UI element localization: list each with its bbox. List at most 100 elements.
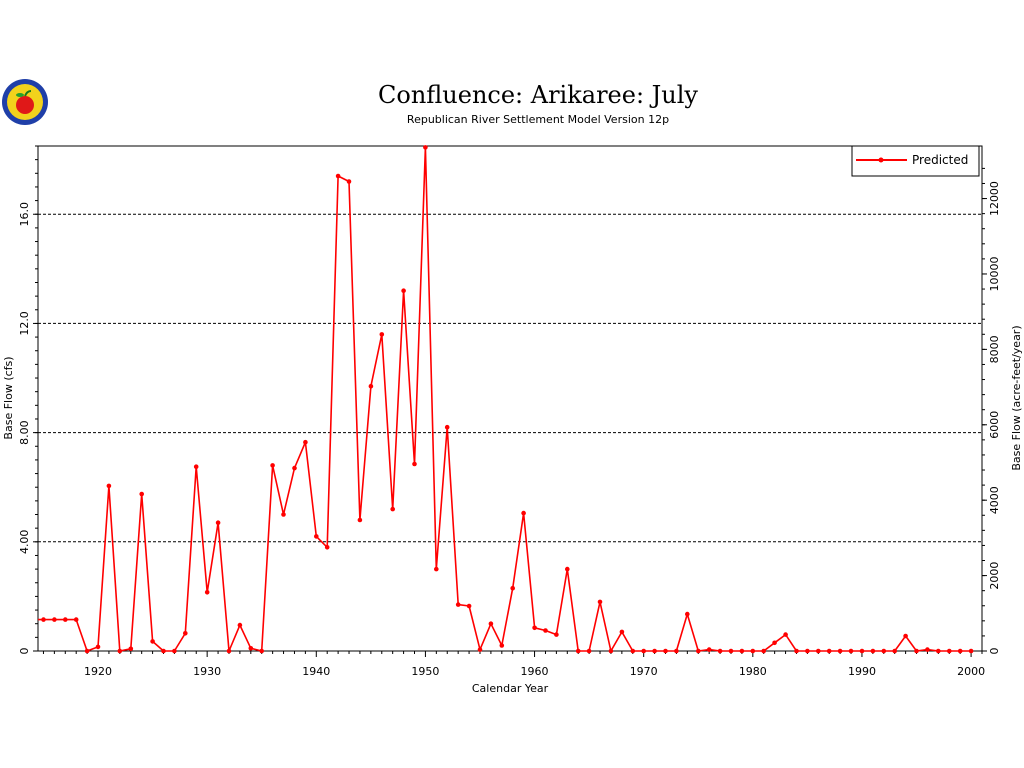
- data-point: [204, 590, 210, 595]
- data-point: [586, 648, 592, 654]
- data-point: [925, 647, 930, 652]
- data-point: [565, 566, 570, 572]
- data-point: [466, 603, 472, 609]
- x-tick-label: 1920: [84, 665, 112, 678]
- data-point: [706, 647, 712, 652]
- data-point: [281, 512, 286, 517]
- data-point: [390, 506, 396, 512]
- x-tick-label: 1990: [848, 665, 876, 678]
- chart-title: Confluence: Arikaree: July: [378, 81, 698, 109]
- data-point: [303, 439, 308, 445]
- data-point: [532, 625, 537, 631]
- y-right-tick-label: 0: [988, 648, 1001, 655]
- data-point: [161, 648, 166, 654]
- data-point: [95, 644, 101, 650]
- x-tick-label: 1980: [739, 665, 767, 678]
- data-point: [434, 566, 439, 572]
- data-point: [968, 648, 974, 654]
- x-tick-label: 1940: [302, 665, 330, 678]
- data-point: [128, 646, 134, 652]
- data-point: [346, 179, 352, 184]
- data-point: [73, 617, 79, 622]
- data-point: [379, 332, 385, 337]
- y-left-tick-label: 16.0: [18, 202, 31, 227]
- y-left-tick-label: 8.00: [18, 420, 31, 445]
- y-axis-left: 0 4.00 8.00 12.0 16.0: [18, 145, 38, 655]
- data-point: [761, 648, 766, 654]
- data-point: [805, 648, 810, 654]
- chart-subtitle: Republican River Settlement Model Versio…: [407, 113, 669, 126]
- data-point: [630, 648, 636, 654]
- data-point: [412, 461, 417, 467]
- data-point: [314, 534, 319, 539]
- data-point: [717, 648, 723, 654]
- data-point: [368, 383, 374, 389]
- y-right-tick-label: 4000: [988, 486, 1001, 514]
- data-point: [172, 648, 177, 654]
- legend-marker: [878, 157, 884, 163]
- y-left-tick-label: 0: [18, 648, 31, 655]
- data-point: [674, 648, 679, 654]
- apple-icon: [16, 96, 34, 114]
- x-tick-label: 1970: [630, 665, 658, 678]
- data-point: [914, 648, 919, 654]
- data-point: [259, 648, 265, 654]
- data-point: [455, 602, 461, 607]
- data-point: [248, 646, 254, 651]
- y-right-tick-label: 12000: [988, 181, 1001, 216]
- x-axis: 1920 1930 1940 1950 1960 1970 1980 1990 2000: [42, 651, 985, 678]
- y-right-tick-label: 2000: [988, 562, 1001, 590]
- data-point: [554, 632, 559, 637]
- data-point: [63, 617, 68, 622]
- x-axis-label: Calendar Year: [472, 682, 549, 695]
- data-point: [597, 599, 603, 605]
- y-axis-right-label: Base Flow (acre-feet/year): [1010, 325, 1023, 470]
- x-tick-label: 1960: [521, 665, 549, 678]
- data-point: [226, 648, 232, 654]
- agency-logo: [2, 79, 48, 125]
- data-point: [510, 585, 515, 591]
- data-point: [401, 288, 406, 294]
- data-point: [903, 633, 908, 639]
- data-point: [837, 648, 843, 654]
- data-point: [575, 648, 581, 654]
- data-point: [957, 648, 963, 654]
- data-point: [183, 631, 188, 636]
- data-point: [816, 648, 821, 654]
- data-point: [619, 629, 625, 635]
- data-point: [543, 628, 548, 633]
- data-point: [41, 617, 46, 622]
- data-point: [728, 648, 734, 654]
- data-point: [870, 648, 876, 654]
- x-tick-label: 1930: [193, 665, 221, 678]
- data-point: [881, 648, 887, 654]
- y-left-tick-label: 4.00: [18, 530, 31, 555]
- gridlines: [38, 213, 982, 543]
- data-point: [663, 648, 668, 654]
- data-point: [106, 483, 112, 489]
- data-point: [739, 648, 745, 654]
- data-point: [193, 464, 199, 470]
- data-point: [292, 465, 297, 471]
- data-point: [521, 510, 526, 516]
- plot-area-frame: [37, 145, 983, 652]
- data-point: [696, 648, 701, 654]
- data-point: [826, 648, 832, 654]
- data-point: [335, 173, 341, 179]
- data-point: [139, 491, 144, 497]
- data-point: [859, 648, 865, 654]
- data-point: [215, 520, 221, 525]
- data-point: [444, 424, 450, 430]
- y-right-tick-label: 8000: [988, 335, 1001, 363]
- data-point: [117, 648, 123, 654]
- data-point: [936, 648, 941, 654]
- data-point: [237, 622, 243, 628]
- data-point: [423, 145, 428, 150]
- x-tick-label: 1950: [411, 665, 439, 678]
- y-axis-right: 0 2000 4000 6000 8000 10000 12000: [982, 167, 1001, 655]
- data-point: [947, 648, 952, 654]
- data-point: [608, 648, 614, 654]
- data-point: [772, 640, 777, 646]
- legend-label-predicted: Predicted: [912, 153, 968, 167]
